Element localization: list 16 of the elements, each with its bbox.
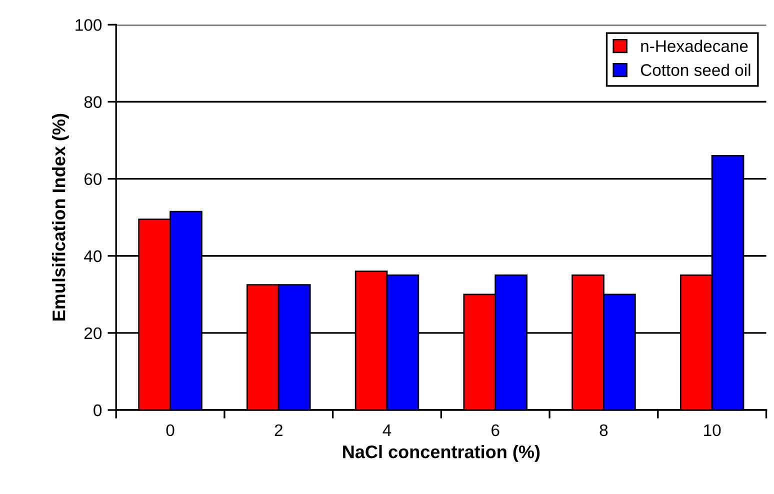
y-tick-label: 40 <box>84 250 102 262</box>
legend-label: n-Hexadecane <box>641 40 748 52</box>
legend-label: Cotton seed oil <box>640 64 750 76</box>
x-tick-label: 6 <box>492 424 500 436</box>
y-tick-label: 20 <box>84 327 102 340</box>
x-tick-label: 2 <box>274 424 282 436</box>
x-tick-label: 10 <box>704 424 721 436</box>
x-tick-label: 0 <box>166 424 174 436</box>
y-tick-label: 80 <box>84 96 102 108</box>
y-tick-label: 60 <box>84 173 102 186</box>
y-tick-label: 100 <box>76 19 102 31</box>
x-axis-title: NaCl concentration (%) <box>343 445 540 462</box>
y-tick-label: 0 <box>94 404 102 416</box>
x-tick-label: 8 <box>600 424 608 436</box>
y-axis-title: Emulsification Index (%) <box>52 114 69 320</box>
x-tick-label: 4 <box>382 424 392 436</box>
